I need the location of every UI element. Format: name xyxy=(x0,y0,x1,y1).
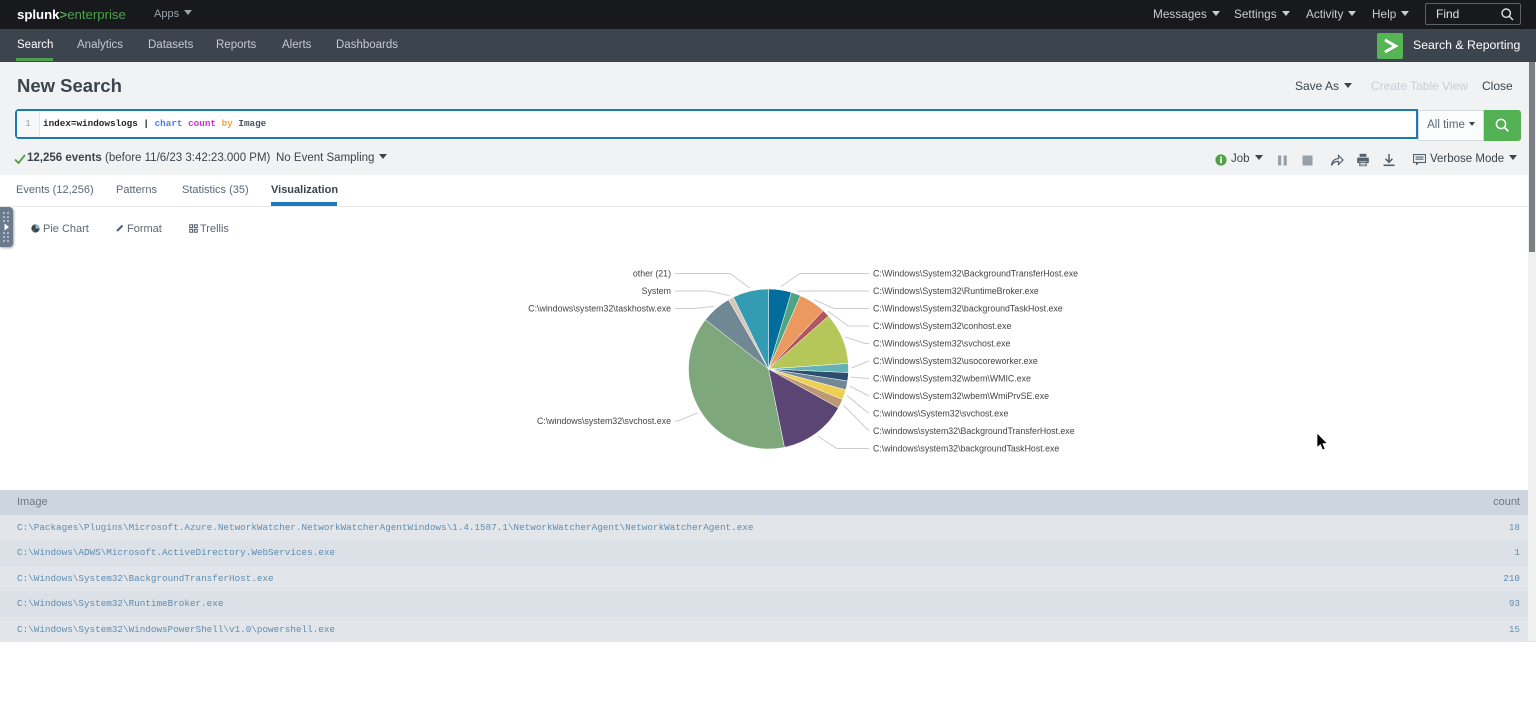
svg-text:C:\windows\system32\Background: C:\windows\system32\BackgroundTransferHo… xyxy=(873,426,1075,436)
svg-text:System: System xyxy=(642,286,671,296)
svg-text:C:\windows\System32\svchost.ex: C:\windows\System32\svchost.exe xyxy=(873,409,1009,419)
svg-text:C:\Windows\System32\background: C:\Windows\System32\backgroundTaskHost.e… xyxy=(873,304,1063,314)
svg-text:C:\Windows\System32\RuntimeBro: C:\Windows\System32\RuntimeBroker.exe xyxy=(873,286,1039,296)
svg-text:C:\Windows\System32\conhost.ex: C:\Windows\System32\conhost.exe xyxy=(873,321,1011,331)
svg-text:C:\Windows\System32\usocorewor: C:\Windows\System32\usocoreworker.exe xyxy=(873,356,1038,366)
svg-text:C:\Windows\System32\Background: C:\Windows\System32\BackgroundTransferHo… xyxy=(873,269,1078,279)
svg-text:C:\windows\system32\svchost.ex: C:\windows\system32\svchost.exe xyxy=(537,416,671,426)
svg-text:C:\windows\system32\background: C:\windows\system32\backgroundTaskHost.e… xyxy=(873,444,1059,454)
svg-text:other (21): other (21) xyxy=(633,269,671,279)
svg-text:C:\Windows\System32\wbem\WMIC.: C:\Windows\System32\wbem\WMIC.exe xyxy=(873,374,1031,384)
svg-text:C:\windows\system32\taskhostw.: C:\windows\system32\taskhostw.exe xyxy=(528,304,671,314)
svg-text:C:\Windows\System32\svchost.ex: C:\Windows\System32\svchost.exe xyxy=(873,339,1010,349)
svg-text:C:\Windows\System32\wbem\WmiPr: C:\Windows\System32\wbem\WmiPrvSE.exe xyxy=(873,391,1049,401)
